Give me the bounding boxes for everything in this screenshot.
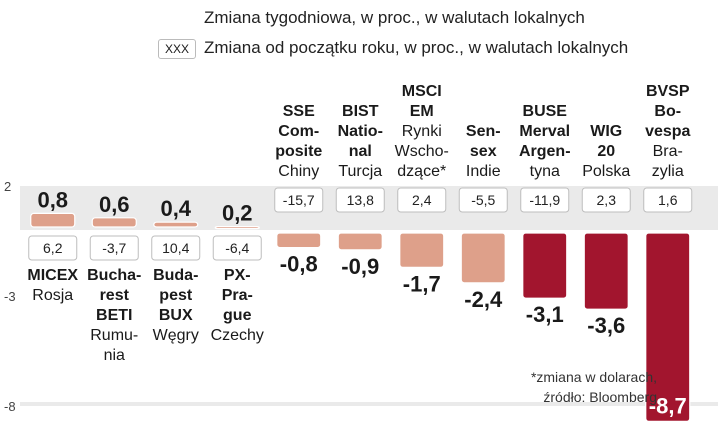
category-label-line: MICEX <box>27 267 78 284</box>
weekly-value-label: 0,6 <box>99 192 130 217</box>
weekly-value-label: -0,8 <box>280 252 318 277</box>
weekly-value-label: -2,4 <box>464 287 503 312</box>
category-label-line: rest <box>100 287 130 304</box>
bar <box>460 232 506 284</box>
ytd-value-box <box>520 187 570 213</box>
category-label-line: dzące* <box>397 163 446 180</box>
category-label-line: BIST <box>342 103 379 120</box>
category-label-line: Argen- <box>519 143 571 160</box>
weekly-value-label: 0,2 <box>222 201 253 226</box>
ytd-value-box <box>89 235 139 261</box>
ytd-value-label: -3,7 <box>102 240 126 256</box>
category-label-line: MSCI <box>402 83 442 100</box>
ytd-value-box <box>212 235 262 261</box>
category-label-line: Turcja <box>338 163 382 180</box>
category-label-line: Wscho- <box>395 143 449 160</box>
category-label-line: Bucha- <box>87 267 141 284</box>
weekly-value-label: 0,4 <box>160 196 191 221</box>
category-label-line: 20 <box>597 143 615 160</box>
category-label-line: posite <box>275 143 322 160</box>
ytd-value-box <box>458 187 508 213</box>
bar <box>30 212 76 228</box>
category-label-line: SSE <box>283 103 315 120</box>
category-label-line: Natio- <box>338 123 383 140</box>
footnote-line-1: *zmiana w dolarach, <box>531 369 657 385</box>
category-label-line: BETI <box>96 307 132 324</box>
category-label-line: nia <box>104 347 125 364</box>
bar <box>214 226 260 230</box>
category-label-line: zylia <box>652 163 684 180</box>
category-label-line: Pra- <box>222 287 253 304</box>
ytd-value-box <box>28 235 78 261</box>
ytd-value-label: 13,8 <box>347 192 374 208</box>
ytd-value-label: 10,4 <box>162 240 189 256</box>
category-label-line: Czechy <box>211 327 264 344</box>
ytd-value-box <box>397 187 447 213</box>
category-label-line: EM <box>410 103 434 120</box>
category-label-line: pest <box>159 287 193 304</box>
category-label-line: tyna <box>530 163 560 180</box>
category-label-line: Com- <box>278 123 319 140</box>
bar <box>645 232 691 422</box>
bar <box>583 232 629 310</box>
category-label-line: BVSP <box>646 83 690 100</box>
bar <box>337 232 383 251</box>
category-label-line: PX- <box>224 267 251 284</box>
ytd-value-label: -5,5 <box>471 192 495 208</box>
weekly-value-label: 0,8 <box>37 187 68 212</box>
ytd-value-label: 2,4 <box>412 192 432 208</box>
category-label-line: Sen- <box>466 123 501 140</box>
legend-ytd-marker: XXX <box>158 39 196 59</box>
category-label-line: BUSE <box>523 103 568 120</box>
legend-label-weekly: Zmiana tygodniowa, w proc., w walutach l… <box>204 8 585 27</box>
y-tick-label: -3 <box>4 289 16 304</box>
category-label-line: Bra- <box>653 143 683 160</box>
y-tick-label: 2 <box>4 179 11 194</box>
ytd-value-label: 1,6 <box>658 192 678 208</box>
category-label-line: gue <box>223 307 252 324</box>
ytd-value-label: 6,2 <box>43 240 63 256</box>
category-label-line: sex <box>470 143 497 160</box>
category-label-line: Bo- <box>654 103 681 120</box>
ytd-value-box <box>151 235 201 261</box>
category-label-line: Buda- <box>153 267 198 284</box>
category-label-line: Rumu- <box>90 327 138 344</box>
category-label-line: Merval <box>519 123 570 140</box>
bar <box>153 221 199 228</box>
category-label-line: WIG <box>590 123 622 140</box>
ytd-value-label: -11,9 <box>529 192 560 208</box>
weekly-value-label: -3,6 <box>587 313 625 338</box>
ytd-value-label: 2,3 <box>597 192 617 208</box>
bar <box>91 217 137 228</box>
bar <box>399 232 445 269</box>
ytd-value-box <box>643 187 693 213</box>
y-tick-label: -8 <box>4 399 16 414</box>
legend-label-ytd: Zmiana od początku roku, w proc., w walu… <box>204 38 629 57</box>
category-label-line: Chiny <box>278 163 319 180</box>
weekly-value-label: -1,7 <box>403 271 441 296</box>
category-label-line: Polska <box>582 163 630 180</box>
bar <box>522 232 568 299</box>
ytd-value-box <box>274 187 324 213</box>
category-label-line: BUX <box>159 307 193 324</box>
category-label-line: vespa <box>645 123 690 140</box>
ytd-value-label: -15,7 <box>283 192 315 208</box>
footnote-line-2: źródło: Bloomberg <box>543 389 657 405</box>
category-label-line: nal <box>349 143 372 160</box>
ytd-value-box <box>335 187 385 213</box>
category-label-line: Rynki <box>402 123 442 140</box>
category-label-line: Rosja <box>32 287 73 304</box>
ytd-value-box <box>581 187 631 213</box>
bar <box>276 232 322 249</box>
weekly-value-label: -3,1 <box>526 302 564 327</box>
category-label-line: Węgry <box>153 327 199 344</box>
category-label-line: Indie <box>466 163 501 180</box>
ytd-value-label: -6,4 <box>225 240 249 256</box>
plot-bottom-band <box>20 402 718 406</box>
weekly-value-label: -0,9 <box>341 254 379 279</box>
weekly-value-label: -8,7 <box>649 393 687 418</box>
